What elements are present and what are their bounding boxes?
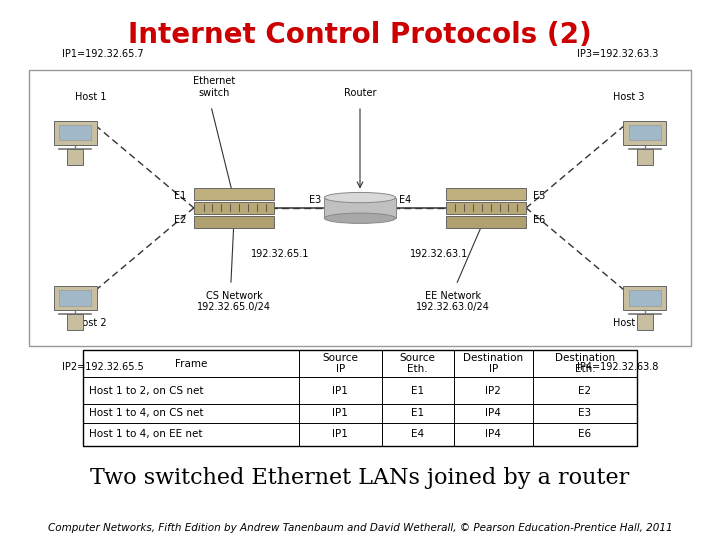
Text: E1: E1	[174, 191, 186, 201]
Text: E4: E4	[411, 429, 424, 439]
Bar	[53, 286, 96, 310]
Text: E6: E6	[534, 215, 546, 225]
Bar	[67, 314, 83, 330]
Bar	[53, 121, 96, 145]
Text: Router: Router	[343, 87, 377, 98]
Text: Host 1: Host 1	[75, 92, 107, 102]
Text: Source
IP: Source IP	[323, 353, 358, 374]
Text: E3: E3	[308, 195, 321, 205]
Text: Host 1 to 4, on EE net: Host 1 to 4, on EE net	[89, 429, 202, 439]
Bar	[637, 148, 653, 165]
Text: Host 1 to 2, on CS net: Host 1 to 2, on CS net	[89, 386, 203, 396]
Text: E1: E1	[411, 408, 424, 418]
Text: 192.32.65.1: 192.32.65.1	[251, 249, 310, 259]
Text: Host 2: Host 2	[75, 318, 107, 328]
Text: E2: E2	[578, 386, 592, 396]
Text: IP2=192.32.65.5: IP2=192.32.65.5	[62, 362, 144, 372]
Bar	[83, 350, 637, 446]
Bar	[446, 215, 526, 227]
Text: Host 1 to 4, on CS net: Host 1 to 4, on CS net	[89, 408, 203, 418]
Ellipse shape	[324, 192, 395, 202]
Bar	[194, 202, 274, 214]
Text: IP1: IP1	[332, 408, 348, 418]
Bar	[637, 314, 653, 330]
Text: Host 4: Host 4	[613, 318, 645, 328]
Bar	[194, 188, 274, 200]
Bar	[446, 188, 526, 200]
Text: Host 3: Host 3	[613, 92, 645, 102]
Bar	[446, 202, 526, 214]
Bar	[67, 148, 83, 165]
Text: E3: E3	[578, 408, 592, 418]
Bar	[624, 121, 667, 145]
Bar	[59, 125, 91, 140]
Text: Internet Control Protocols (2): Internet Control Protocols (2)	[128, 21, 592, 49]
Bar	[59, 290, 91, 306]
Text: E2: E2	[174, 215, 186, 225]
Text: IP1: IP1	[332, 386, 348, 396]
Text: E4: E4	[399, 195, 412, 205]
Text: Two switched Ethernet LANs joined by a router: Two switched Ethernet LANs joined by a r…	[91, 467, 629, 489]
Text: IP1: IP1	[332, 429, 348, 439]
Text: IP3=192.32.63.3: IP3=192.32.63.3	[577, 49, 658, 59]
Text: E6: E6	[578, 429, 592, 439]
Ellipse shape	[324, 213, 395, 224]
Bar	[324, 198, 396, 218]
Text: Destination
IP: Destination IP	[463, 353, 523, 374]
Bar	[624, 286, 667, 310]
FancyBboxPatch shape	[29, 70, 691, 346]
Text: Frame: Frame	[175, 359, 207, 368]
Text: Ethernet
switch: Ethernet switch	[193, 76, 235, 98]
Text: E5: E5	[534, 191, 546, 201]
Text: IP4=192.32.63.8: IP4=192.32.63.8	[577, 362, 658, 372]
Text: Source
Eth.: Source Eth.	[400, 353, 436, 374]
Text: IP4: IP4	[485, 408, 501, 418]
Text: Computer Networks, Fifth Edition by Andrew Tanenbaum and David Wetherall, © Pear: Computer Networks, Fifth Edition by Andr…	[48, 523, 672, 533]
Text: 192.32.63.1: 192.32.63.1	[410, 249, 469, 259]
Text: CS Network
192.32.65.0/24: CS Network 192.32.65.0/24	[197, 291, 271, 312]
Bar	[629, 125, 661, 140]
Text: Destination
Eth.: Destination Eth.	[555, 353, 615, 374]
Text: IP4: IP4	[485, 429, 501, 439]
Text: IP1=192.32.65.7: IP1=192.32.65.7	[62, 49, 143, 59]
Text: IP2: IP2	[485, 386, 501, 396]
Text: E1: E1	[411, 386, 424, 396]
Text: EE Network
192.32.63.0/24: EE Network 192.32.63.0/24	[415, 291, 490, 312]
Bar	[629, 290, 661, 306]
Bar	[194, 215, 274, 227]
